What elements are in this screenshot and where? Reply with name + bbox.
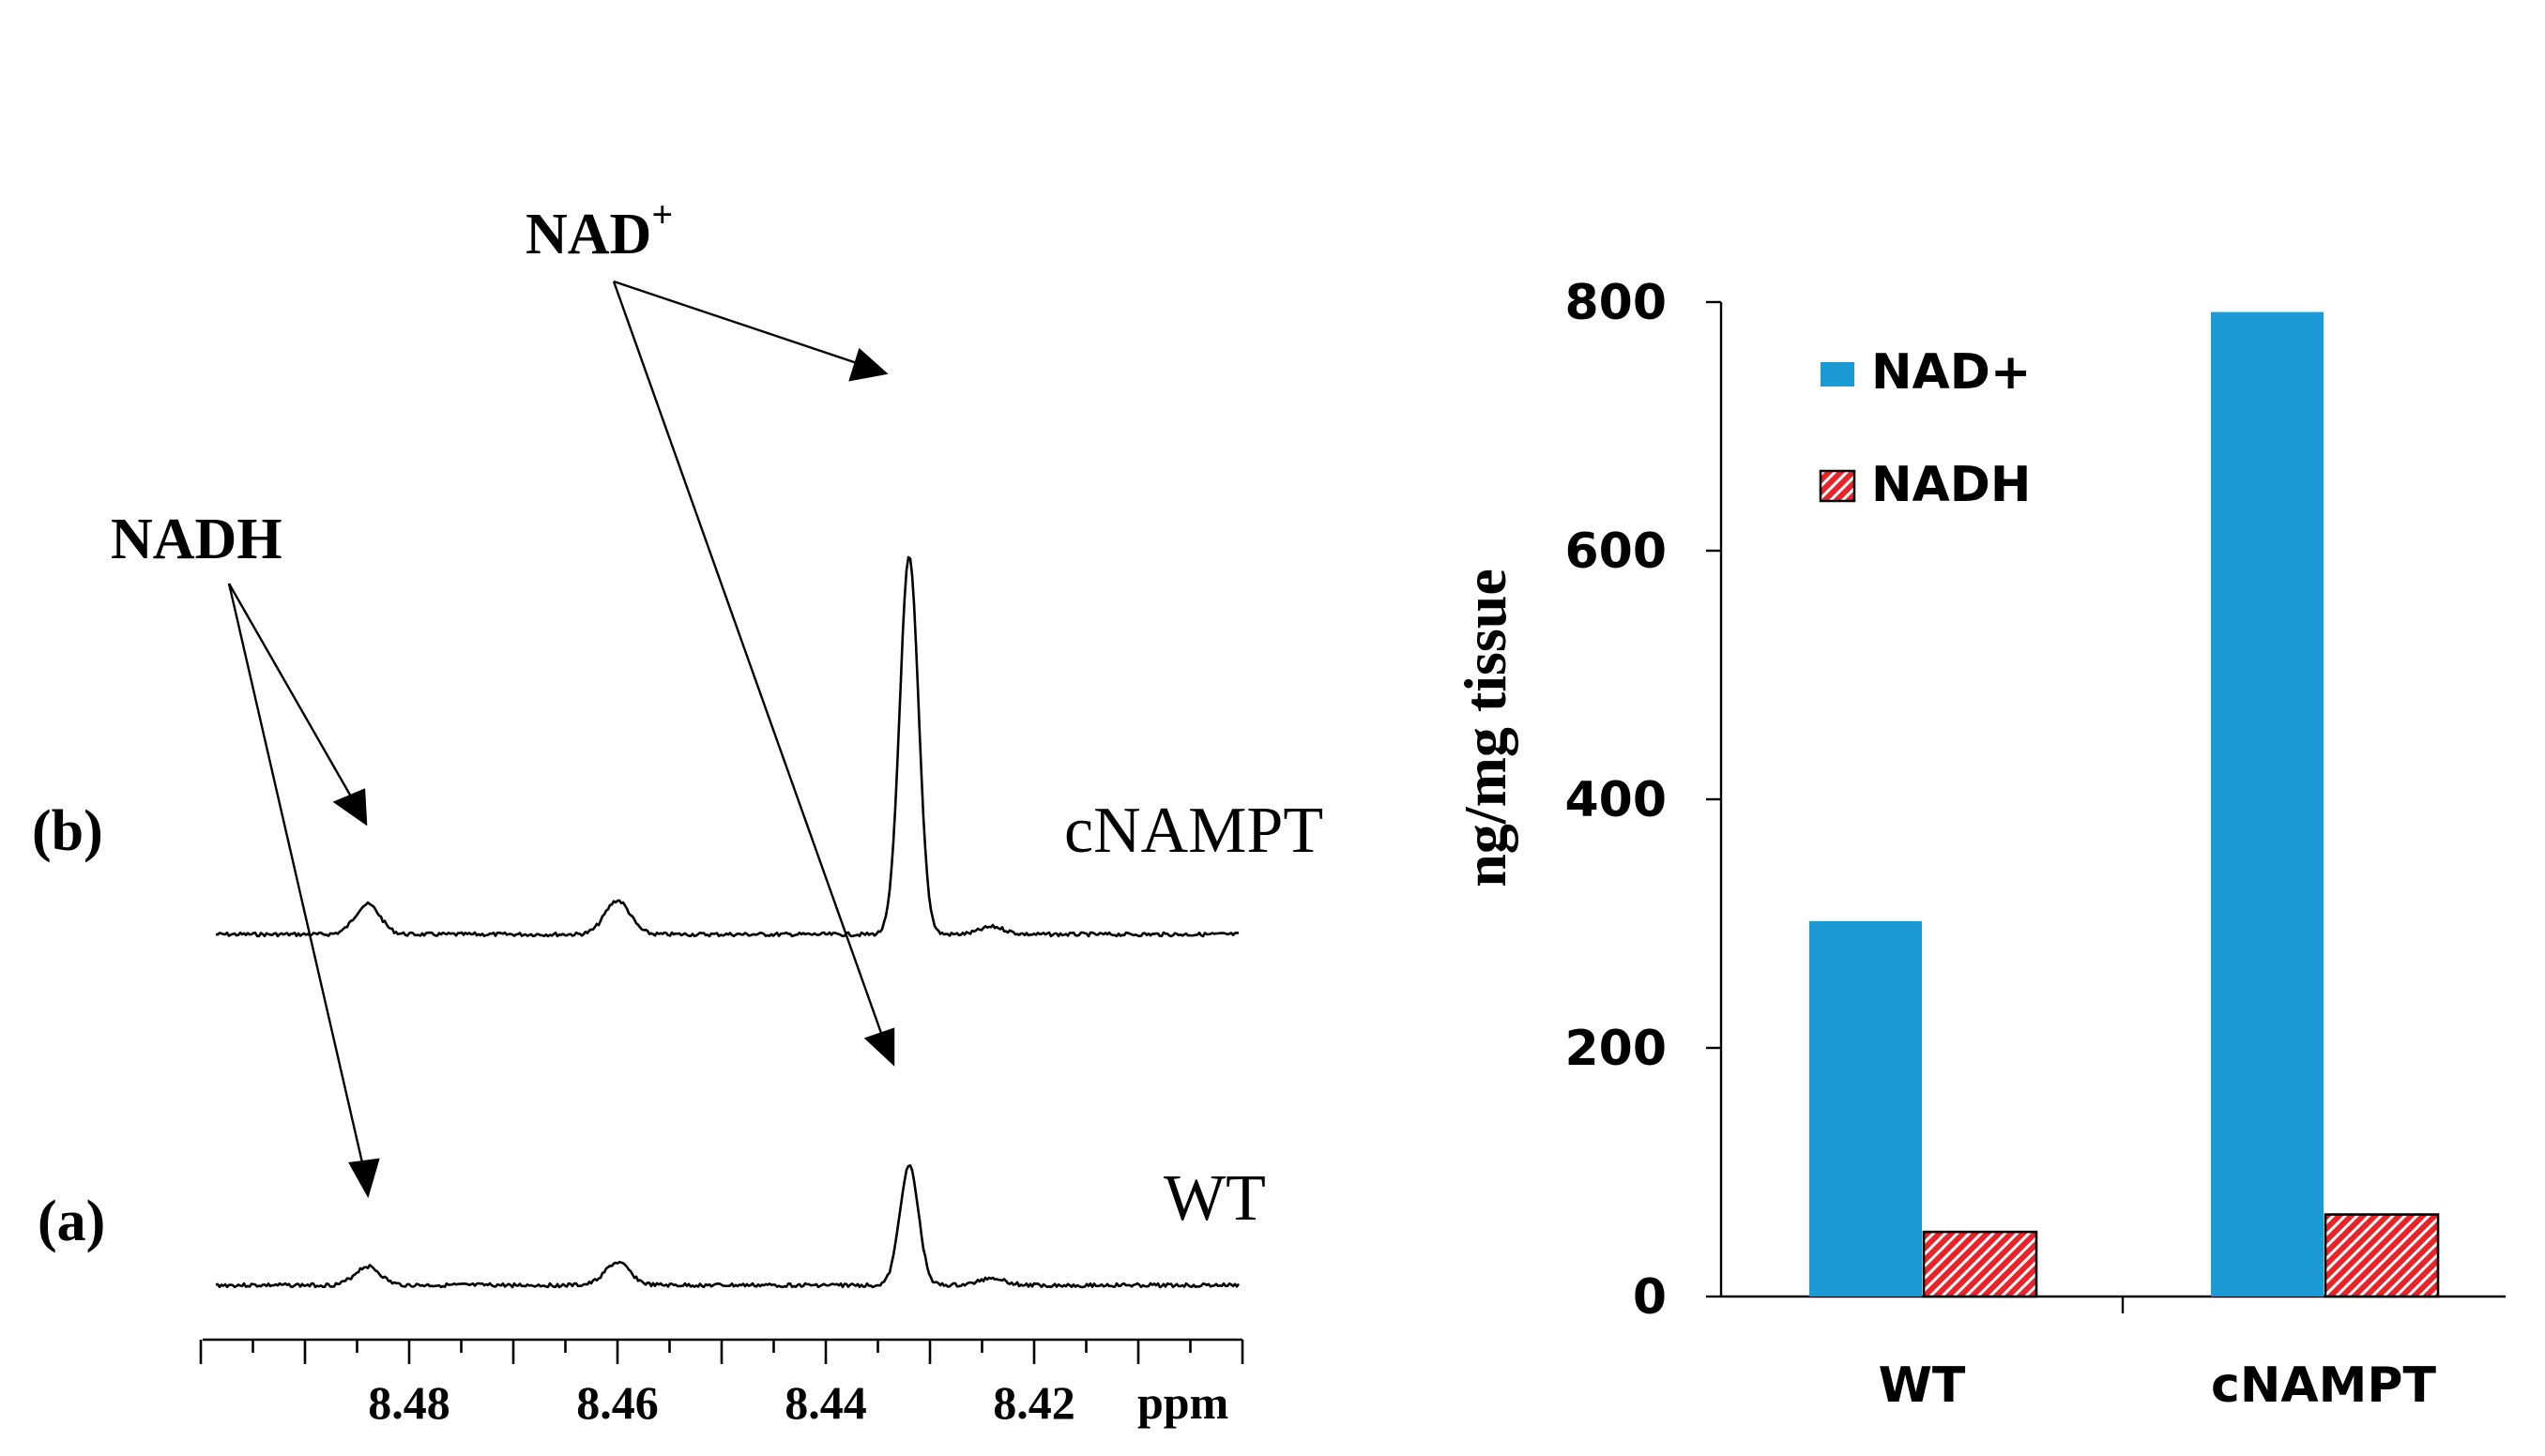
y-tick-label: 0 [1633,1269,1667,1326]
nad-annotation-label: NAD+ [526,193,673,266]
legend-nad-swatch [1821,362,1854,387]
nadh-arrow-b-line [227,583,357,804]
ppm-tick-label-842: 8.42 [993,1376,1075,1429]
bar-nadh-cnampt [2324,1213,2440,1298]
bar-chart: 0 200 400 600 800 WT cNAMPT ng/mg tissue NAD+… [1452,275,2506,1414]
panel-a-label: (a) [38,1190,105,1253]
wt-trace-label: WT [1164,1162,1266,1235]
ppm-axis-unit: ppm [1137,1376,1228,1429]
cnampt-trace-label: cNAMPT [1064,795,1323,867]
cnampt-spectrum-trace [215,555,1240,938]
bars [1809,311,2440,1298]
y-tick-label: 200 [1564,1021,1667,1077]
nadh-arrow-b-head [332,788,368,827]
legend-nadh-label: NADH [1871,457,2031,513]
nad-arrow-a-head [863,1027,895,1067]
nadh-arrows [227,583,380,1199]
x-tick-label: cNAMPT [2211,1357,2436,1414]
nad-annotation-base: NAD [526,203,651,266]
panel-b-label: (b) [32,799,103,863]
nad-arrow-b-head [848,347,889,382]
nad-arrow-b-line [613,280,861,366]
nad-arrow-a-line [612,281,884,1037]
y-tick-label: 400 [1564,772,1667,828]
nad-annotation-sup: + [651,193,673,235]
y-tick-label: 800 [1564,275,1667,331]
ppm-axis-ticks [199,1340,1244,1364]
y-tick-labels: 0 200 400 600 800 [1564,275,1667,1326]
y-tick-label: 600 [1564,523,1667,580]
nmr-panel: (b) (a) cNAMPT WT NADH NAD+ 8.48 8.46 8.… [32,193,1323,1429]
legend-nad-label: NAD+ [1871,344,2032,401]
bar-nad-cnampt [2211,311,2324,1297]
bar-nad-wt [1809,920,1922,1297]
ppm-tick-label-844: 8.44 [785,1376,867,1429]
legend-nadh-swatch [1819,469,1856,503]
x-tick-label: WT [1879,1357,1966,1414]
x-tick-labels: WT cNAMPT [1879,1357,2437,1414]
nadh-arrow-a-line [227,583,366,1172]
legend: NAD+ NADH [1819,344,2032,513]
ppm-tick-label-848: 8.48 [368,1376,450,1429]
nadh-annotation-label: NADH [111,508,282,571]
nadh-arrow-a-head [348,1158,380,1199]
wt-spectrum-trace [215,1164,1241,1289]
ppm-tick-label-846: 8.46 [576,1376,659,1429]
nad-arrows [612,280,895,1067]
y-axis-title: ng/mg tissue [1452,569,1518,887]
bar-nadh-wt [1922,1230,2038,1298]
